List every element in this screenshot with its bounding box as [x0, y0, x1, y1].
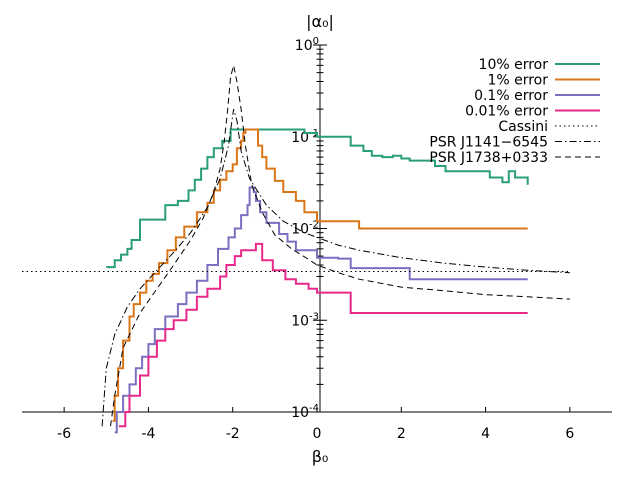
- x-tick-label: 4: [481, 426, 490, 442]
- y-axis-label: |α₀|: [306, 12, 334, 31]
- y-tick-label: 10-3: [291, 311, 319, 329]
- series-lines: [22, 65, 570, 434]
- y-tick-label: 10-2: [291, 220, 319, 238]
- series-line: [110, 65, 570, 427]
- x-ticks: -6 -4 -2 0 2 4 6: [57, 407, 574, 442]
- series-line: [112, 128, 528, 422]
- x-tick-label: 0: [313, 426, 322, 442]
- x-axis-label: β₀: [312, 447, 329, 466]
- y-tick-label: 100: [295, 36, 319, 54]
- y-tick-label: 10-4: [291, 403, 319, 421]
- x-tick-label: -6: [57, 426, 71, 442]
- series-line: [114, 186, 528, 434]
- legend-label: 1% error: [487, 73, 548, 89]
- x-tick-label: -4: [141, 426, 155, 442]
- legend-label: 0.01% error: [465, 104, 548, 120]
- x-tick-label: -2: [226, 426, 240, 442]
- legend-label: PSR J1738+0333: [429, 150, 548, 166]
- legend-label: 0.1% error: [474, 88, 548, 104]
- series-line: [101, 108, 570, 427]
- series-line: [118, 242, 528, 428]
- axis-labels: β₀ |α₀|: [306, 12, 334, 466]
- legend-label: PSR J1141−6545: [429, 135, 548, 151]
- legend-label: 10% error: [479, 57, 549, 73]
- x-tick-label: 6: [565, 426, 574, 442]
- legend-label: Cassini: [498, 119, 548, 135]
- x-tick-label: 2: [397, 426, 406, 442]
- series-line: [106, 128, 529, 269]
